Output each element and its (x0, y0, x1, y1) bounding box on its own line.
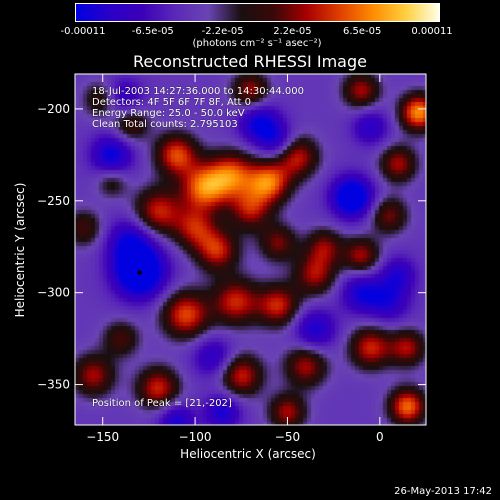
footer-timestamp: 26-May-2013 17:42 (394, 486, 492, 497)
x-axis-label: Heliocentric X (arcsec) (180, 447, 316, 461)
y-tick-label: −300 (37, 286, 70, 300)
y-tick-label: −200 (37, 102, 70, 116)
y-axis-label: Heliocentric Y (arcsec) (13, 183, 27, 318)
x-axis-ticks: −150 −100 −50 0 (86, 74, 384, 444)
x-tick-label: −100 (179, 430, 212, 444)
colorbar-unit-label: (photons cm⁻² s⁻¹ asec⁻²) (192, 38, 322, 49)
colorbar-tick-label: -0.00011 (60, 26, 106, 37)
colorbar (75, 3, 440, 22)
annotation-detectors: Detectors: 4F 5F 6F 7F 8F, Att 0 (92, 97, 252, 108)
colorbar-tick-label: 6.5e-05 (342, 26, 382, 37)
colorbar-tick-label: -6.5e-05 (131, 26, 174, 37)
y-tick-label: −350 (37, 378, 70, 392)
x-tick-label: −50 (275, 430, 300, 444)
y-tick-label: −250 (37, 194, 70, 208)
peak-marker (137, 270, 142, 275)
annotation-peak-position: Position of Peak = [21,-202] (92, 398, 232, 409)
heatmap-canvas (75, 74, 426, 425)
colorbar-tick-label: -2.2e-05 (201, 26, 244, 37)
plot-frame (74, 73, 427, 426)
annotation-energy-range: Energy Range: 25.0 - 50.0 keV (92, 108, 245, 119)
annotation-time-range: 18-Jul-2003 14:27:36.000 to 14:30:44.000 (92, 86, 304, 97)
y-axis-ticks: −200 −250 −300 −350 (37, 102, 426, 392)
heatmap-image (75, 74, 426, 425)
annotation-total-counts: Clean Total counts: 2.795103 (92, 119, 238, 130)
x-tick-label: −150 (86, 430, 119, 444)
x-tick-label: 0 (376, 430, 384, 444)
chart-title: Reconstructed RHESSI Image (133, 52, 367, 71)
colorbar-tick-label: 2.2e-05 (273, 26, 312, 37)
colorbar-tick-label: 0.00011 (411, 26, 453, 37)
